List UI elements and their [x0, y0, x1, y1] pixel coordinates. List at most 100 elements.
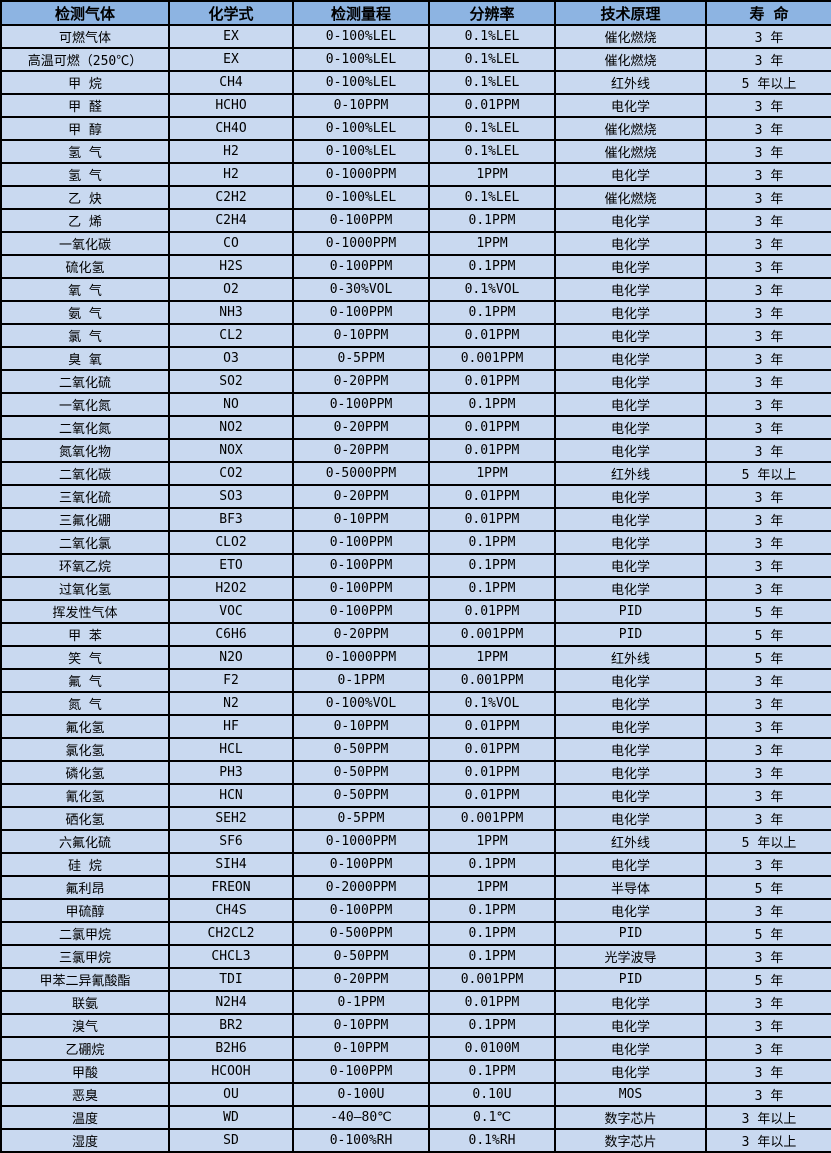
cell-range: 0-5000PPM	[292, 461, 430, 486]
cell-principle: 电化学	[554, 438, 707, 463]
cell-life: 5 年	[705, 645, 831, 670]
cell-formula: VOC	[168, 599, 294, 624]
cell-range: 0-1000PPM	[292, 231, 430, 256]
cell-formula: CH4O	[168, 116, 294, 141]
cell-principle: 电化学	[554, 93, 707, 118]
cell-formula: N2O	[168, 645, 294, 670]
cell-gas: 高温可燃（250℃）	[0, 47, 170, 72]
cell-formula: WD	[168, 1105, 294, 1130]
cell-range: 0-30%VOL	[292, 277, 430, 302]
cell-principle: 催化燃烧	[554, 139, 707, 164]
cell-range: 0-20PPM	[292, 967, 430, 992]
cell-life: 5 年	[705, 622, 831, 647]
table-row: 磷化氢 PH3 0-50PPM 0.01PPM 电化学 3 年	[0, 760, 831, 785]
cell-gas: 硒化氢	[0, 806, 170, 831]
cell-range: 0-100U	[292, 1082, 430, 1107]
cell-life: 3 年	[705, 484, 831, 509]
cell-formula: CO	[168, 231, 294, 256]
cell-life: 5 年以上	[705, 70, 831, 95]
cell-formula: H2	[168, 139, 294, 164]
cell-range: 0-100%LEL	[292, 70, 430, 95]
cell-gas: 乙硼烷	[0, 1036, 170, 1061]
cell-resolution: 0.1%LEL	[428, 116, 556, 141]
cell-principle: 电化学	[554, 691, 707, 716]
cell-gas: 恶臭	[0, 1082, 170, 1107]
cell-gas: 氮氧化物	[0, 438, 170, 463]
cell-gas: 甲苯二异氰酸酯	[0, 967, 170, 992]
table-row: 三氟化硼 BF3 0-10PPM 0.01PPM 电化学 3 年	[0, 507, 831, 532]
cell-resolution: 0.01PPM	[428, 737, 556, 762]
cell-principle: 电化学	[554, 783, 707, 808]
cell-life: 3 年	[705, 346, 831, 371]
cell-life: 3 年	[705, 530, 831, 555]
cell-principle: 电化学	[554, 668, 707, 693]
cell-formula: C6H6	[168, 622, 294, 647]
cell-life: 3 年	[705, 760, 831, 785]
table-row: 甲 醛 HCHO 0-10PPM 0.01PPM 电化学 3 年	[0, 93, 831, 118]
cell-formula: HCL	[168, 737, 294, 762]
cell-life: 3 年	[705, 1082, 831, 1107]
table-row: 一氧化氮 NO 0-100PPM 0.1PPM 电化学 3 年	[0, 392, 831, 417]
cell-principle: PID	[554, 622, 707, 647]
cell-principle: 电化学	[554, 277, 707, 302]
table-row: 二氧化氯 CLO2 0-100PPM 0.1PPM 电化学 3 年	[0, 530, 831, 555]
cell-range: 0-5PPM	[292, 346, 430, 371]
table-row: 挥发性气体 VOC 0-100PPM 0.01PPM PID 5 年	[0, 599, 831, 624]
cell-principle: 电化学	[554, 346, 707, 371]
cell-resolution: 0.1PPM	[428, 576, 556, 601]
column-header-formula: 化学式	[168, 0, 294, 26]
cell-formula: H2	[168, 162, 294, 187]
cell-formula: B2H6	[168, 1036, 294, 1061]
cell-range: 0-10PPM	[292, 507, 430, 532]
cell-gas: 甲 醇	[0, 116, 170, 141]
table-row: 甲 苯 C6H6 0-20PPM 0.001PPM PID 5 年	[0, 622, 831, 647]
table-row: 二氯甲烷 CH2CL2 0-500PPM 0.1PPM PID 5 年	[0, 921, 831, 946]
table-row: 氮氧化物 NOX 0-20PPM 0.01PPM 电化学 3 年	[0, 438, 831, 463]
table-row: 联氨 N2H4 0-1PPM 0.01PPM 电化学 3 年	[0, 990, 831, 1015]
cell-resolution: 0.01PPM	[428, 990, 556, 1015]
cell-gas: 温度	[0, 1105, 170, 1130]
cell-resolution: 0.01PPM	[428, 415, 556, 440]
cell-resolution: 1PPM	[428, 645, 556, 670]
cell-range: 0-10PPM	[292, 1036, 430, 1061]
cell-range: 0-2000PPM	[292, 875, 430, 900]
cell-principle: 电化学	[554, 852, 707, 877]
cell-gas: 一氧化氮	[0, 392, 170, 417]
cell-principle: 电化学	[554, 392, 707, 417]
cell-formula: CL2	[168, 323, 294, 348]
table-row: 氧 气 O2 0-30%VOL 0.1%VOL 电化学 3 年	[0, 277, 831, 302]
cell-principle: 电化学	[554, 806, 707, 831]
cell-range: 0-1000PPM	[292, 645, 430, 670]
cell-range: 0-100%LEL	[292, 185, 430, 210]
cell-resolution: 0.01PPM	[428, 438, 556, 463]
cell-range: 0-100PPM	[292, 576, 430, 601]
table-row: 乙 炔 C2H2 0-100%LEL 0.1%LEL 催化燃烧 3 年	[0, 185, 831, 210]
cell-range: 0-10PPM	[292, 93, 430, 118]
cell-range: 0-50PPM	[292, 737, 430, 762]
cell-resolution: 1PPM	[428, 829, 556, 854]
cell-resolution: 0.01PPM	[428, 760, 556, 785]
cell-range: 0-5PPM	[292, 806, 430, 831]
cell-formula: N2H4	[168, 990, 294, 1015]
cell-range: 0-100PPM	[292, 898, 430, 923]
cell-range: 0-10PPM	[292, 714, 430, 739]
table-body: 可燃气体 EX 0-100%LEL 0.1%LEL 催化燃烧 3 年高温可燃（250℃） E…	[0, 24, 831, 1153]
cell-range: 0-10PPM	[292, 1013, 430, 1038]
table-row: 温度 WD -40—80℃ 0.1℃ 数字芯片 3 年以上	[0, 1105, 831, 1130]
cell-range: 0-100%VOL	[292, 691, 430, 716]
cell-resolution: 0.1%RH	[428, 1128, 556, 1153]
cell-principle: 红外线	[554, 645, 707, 670]
cell-range: 0-100PPM	[292, 852, 430, 877]
cell-resolution: 0.01PPM	[428, 507, 556, 532]
cell-range: 0-100%LEL	[292, 24, 430, 49]
cell-formula: SO2	[168, 369, 294, 394]
cell-principle: 电化学	[554, 231, 707, 256]
cell-formula: SF6	[168, 829, 294, 854]
cell-life: 3 年以上	[705, 1128, 831, 1153]
table-row: 硅 烷 SIH4 0-100PPM 0.1PPM 电化学 3 年	[0, 852, 831, 877]
cell-principle: 电化学	[554, 415, 707, 440]
cell-resolution: 0.1PPM	[428, 1059, 556, 1084]
cell-formula: NO2	[168, 415, 294, 440]
cell-range: 0-1PPM	[292, 668, 430, 693]
cell-life: 3 年	[705, 254, 831, 279]
